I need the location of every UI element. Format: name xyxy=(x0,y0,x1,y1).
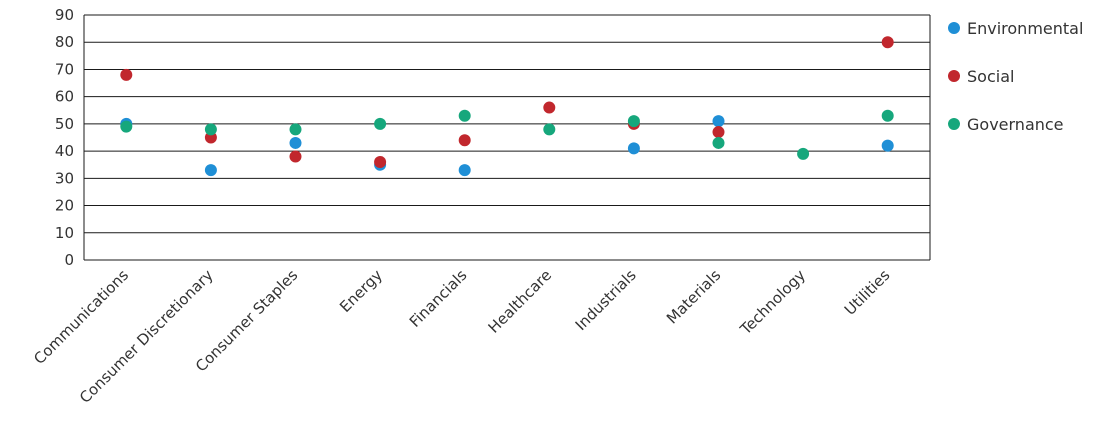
gridlines xyxy=(84,14,930,234)
legend-marker-social xyxy=(948,70,960,82)
legend-label: Social xyxy=(967,67,1014,86)
y-tick-label: 90 xyxy=(55,6,74,24)
point-governance xyxy=(712,136,725,149)
point-environmental xyxy=(204,164,217,177)
point-environmental xyxy=(712,115,725,128)
y-tick-label: 50 xyxy=(55,115,74,133)
legend-label: Environmental xyxy=(967,19,1083,38)
point-social xyxy=(458,134,471,147)
x-tick-label: Healthcare xyxy=(485,266,556,337)
data-points xyxy=(120,36,894,177)
y-tick-label: 40 xyxy=(55,142,74,160)
point-governance xyxy=(204,123,217,136)
legend-label: Governance xyxy=(967,115,1064,134)
y-tick-label: 10 xyxy=(55,224,74,242)
x-tick-label: Materials xyxy=(663,266,724,327)
point-environmental xyxy=(458,164,471,177)
y-tick-label: 80 xyxy=(55,33,74,51)
y-tick-label: 70 xyxy=(55,60,74,78)
x-tick-label: Industrials xyxy=(572,266,640,334)
y-tick-labels: 0 10 20 30 40 50 60 70 80 90 xyxy=(55,6,74,269)
point-environmental xyxy=(627,142,640,155)
point-social xyxy=(120,68,133,81)
point-environmental xyxy=(881,139,894,152)
point-social xyxy=(543,101,556,114)
point-social xyxy=(712,126,725,139)
point-governance xyxy=(120,120,133,133)
point-social xyxy=(881,36,894,49)
axes xyxy=(83,15,931,261)
point-governance xyxy=(797,147,810,160)
y-tick-label: 20 xyxy=(55,197,74,215)
x-tick-label: Financials xyxy=(406,266,471,331)
point-governance xyxy=(374,117,387,130)
point-social xyxy=(289,150,302,163)
point-governance xyxy=(543,123,556,136)
y-tick-label: 0 xyxy=(64,251,74,269)
x-tick-label: Utilities xyxy=(841,266,894,319)
point-environmental xyxy=(289,136,302,149)
x-tick-label: Technology xyxy=(736,266,809,339)
legend-marker-environmental xyxy=(948,22,960,34)
legend-marker-governance xyxy=(948,118,960,130)
point-governance xyxy=(627,115,640,128)
point-governance xyxy=(458,109,471,122)
y-tick-label: 60 xyxy=(55,88,74,106)
point-governance xyxy=(881,109,894,122)
y-tick-label: 30 xyxy=(55,169,74,187)
point-governance xyxy=(289,123,302,136)
x-tick-label: Energy xyxy=(336,266,386,316)
legend: Environmental Social Governance xyxy=(948,19,1083,134)
point-social xyxy=(374,156,387,168)
